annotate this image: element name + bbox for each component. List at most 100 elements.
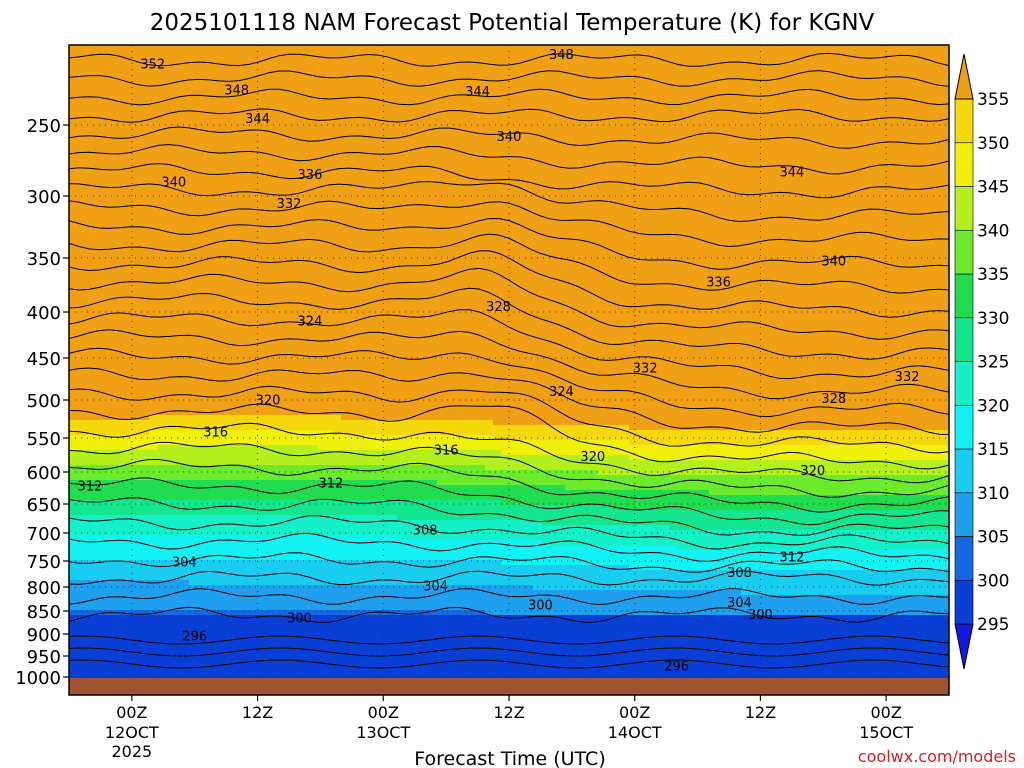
fill-cell (181, 370, 190, 376)
fill-cell (349, 230, 358, 236)
fill-cell (149, 585, 158, 591)
fill-cell (141, 620, 150, 626)
fill-cell (133, 635, 142, 641)
fill-cell (357, 235, 366, 241)
fill-cell (317, 140, 326, 146)
fill-cell (245, 490, 254, 496)
fill-cell (237, 105, 246, 111)
fill-cell (133, 190, 142, 196)
fill-cell (197, 205, 206, 211)
fill-cell (173, 670, 182, 676)
fill-cell (141, 120, 150, 126)
fill-cell (157, 495, 166, 501)
fill-cell (189, 45, 198, 51)
fill-cell (245, 360, 254, 366)
fill-cell (269, 250, 278, 256)
fill-cell (309, 250, 318, 256)
fill-cell (269, 420, 278, 426)
fill-cell (277, 275, 286, 281)
fill-cell (77, 670, 86, 676)
fill-cell (205, 630, 214, 636)
fill-cell (69, 85, 78, 91)
fill-cell (149, 650, 158, 656)
fill-cell (293, 60, 302, 66)
fill-cell (85, 395, 94, 401)
fill-cell (85, 225, 94, 231)
fill-cell (125, 580, 134, 586)
fill-cell (93, 95, 102, 101)
fill-cell (309, 425, 318, 431)
fill-cell (349, 445, 358, 451)
fill-cell (85, 310, 94, 316)
fill-cell (285, 425, 294, 431)
fill-cell (309, 285, 318, 291)
fill-cell (117, 645, 126, 651)
fill-cell (325, 105, 334, 111)
fill-cell (325, 140, 334, 146)
fill-cell (293, 675, 302, 681)
fill-cell (293, 155, 302, 161)
fill-cell (317, 220, 326, 226)
fill-cell (205, 245, 214, 251)
fill-cell (341, 125, 350, 131)
fill-cell (325, 360, 334, 366)
fill-cell (189, 230, 198, 236)
fill-cell (365, 285, 374, 291)
fill-cell (285, 115, 294, 121)
fill-cell (285, 75, 294, 81)
fill-cell (173, 480, 182, 486)
fill-cell (109, 140, 118, 146)
fill-cell (117, 145, 126, 151)
fill-cell (309, 575, 318, 581)
fill-cell (165, 115, 174, 121)
fill-cell (301, 310, 310, 316)
fill-cell (173, 585, 182, 591)
fill-cell (133, 195, 142, 201)
fill-cell (133, 180, 142, 186)
fill-cell (125, 160, 134, 166)
fill-cell (205, 415, 214, 421)
fill-cell (109, 400, 118, 406)
fill-cell (269, 395, 278, 401)
fill-cell (125, 180, 134, 186)
fill-cell (293, 420, 302, 426)
fill-cell (141, 110, 150, 116)
fill-cell (301, 240, 310, 246)
fill-cell (317, 210, 326, 216)
fill-cell (317, 380, 326, 386)
fill-cell (221, 305, 230, 311)
fill-cell (365, 85, 374, 91)
fill-cell (149, 395, 158, 401)
fill-cell (157, 185, 166, 191)
fill-cell (117, 650, 126, 656)
fill-cell (173, 60, 182, 66)
fill-cell (261, 540, 270, 546)
fill-cell (357, 275, 366, 281)
fill-cell (221, 85, 230, 91)
fill-cell (221, 540, 230, 546)
fill-cell (101, 100, 110, 106)
fill-cell (261, 320, 270, 326)
fill-cell (197, 95, 206, 101)
fill-cell (69, 360, 78, 366)
fill-cell (301, 95, 310, 101)
fill-cell (69, 125, 78, 131)
fill-cell (69, 630, 78, 636)
fill-cell (309, 590, 318, 596)
fill-cell (229, 495, 238, 501)
fill-cell (173, 105, 182, 111)
fill-cell (349, 80, 358, 86)
fill-cell (221, 130, 230, 136)
fill-cell (101, 420, 110, 426)
fill-cell (365, 270, 374, 276)
fill-cell (125, 445, 134, 451)
fill-cell (109, 305, 118, 311)
fill-cell (197, 480, 206, 486)
fill-cell (85, 115, 94, 121)
fill-cell (253, 590, 262, 596)
fill-cell (285, 220, 294, 226)
fill-cell (309, 80, 318, 86)
fill-cell (117, 485, 126, 491)
fill-cell (349, 605, 358, 611)
fill-cell (157, 585, 166, 591)
